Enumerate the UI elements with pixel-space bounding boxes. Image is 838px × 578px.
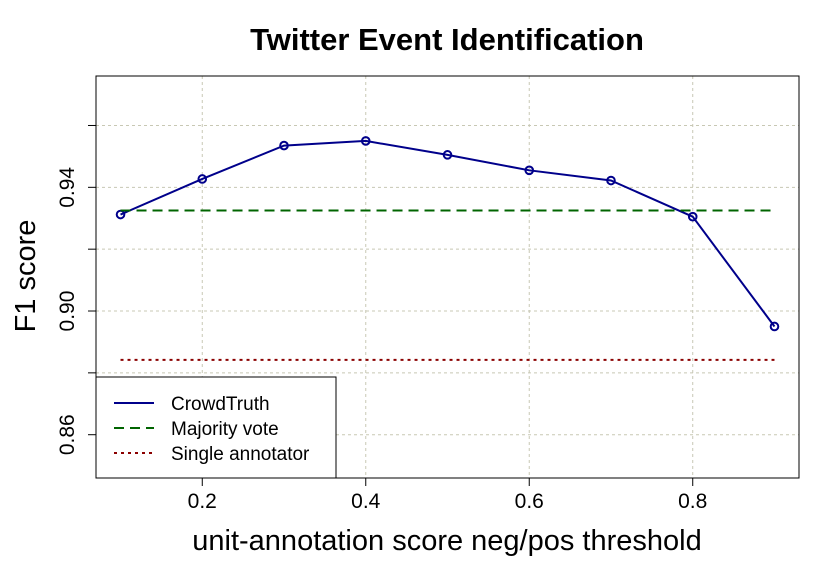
legend-label: Single annotator [171,444,310,465]
data-point [279,140,289,151]
grid [96,76,799,478]
x-tick-label: 0.6 [515,490,544,513]
axes: 0.2 0.4 0.6 0.8 0.86 0.90 0.94 [56,75,800,513]
data-point [524,165,535,176]
legend-label: CrowdTruth [171,394,270,415]
x-tick-label: 0.2 [188,490,217,513]
series-group [115,136,780,361]
y-tick-label: 0.86 [56,414,79,455]
x-tick-label: 0.8 [678,490,707,513]
chart-title: Twitter Event Identification [250,22,644,57]
legend: CrowdTruth Majority vote Single annotator [95,376,337,479]
data-point [442,150,453,160]
y-tick-label: 0.94 [56,167,79,208]
x-tick-label: 0.4 [351,490,381,513]
y-axis-label: F1 score [10,220,42,333]
x-axis-label: unit-annotation score neg/pos threshold [192,525,701,557]
plot-frame [95,75,800,479]
data-point [687,211,698,222]
legend-label: Majority vote [171,419,279,440]
data-point [606,175,616,186]
series-line-0 [120,139,776,328]
y-tick-label: 0.90 [56,291,79,332]
data-point [360,136,371,146]
data-point [769,321,780,332]
data-point [197,174,208,184]
